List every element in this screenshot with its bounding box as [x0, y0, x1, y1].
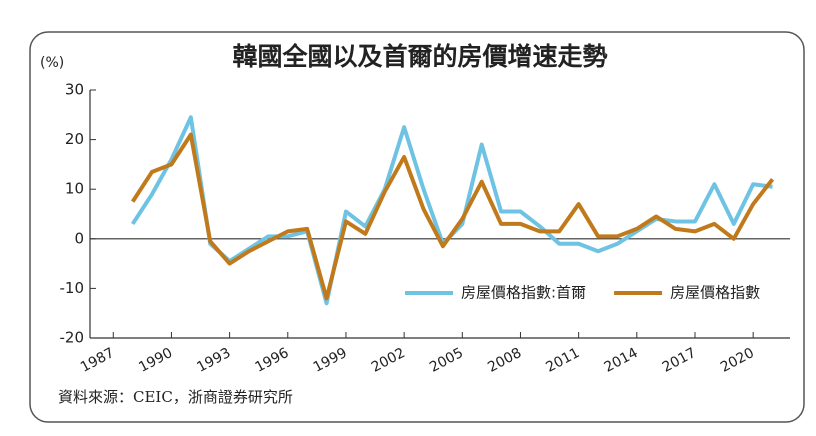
x-tick-label: 2020 — [718, 345, 757, 376]
series-line — [130, 115, 773, 306]
x-tick-label: 2002 — [369, 345, 408, 376]
x-tick-label: 2008 — [485, 345, 524, 376]
legend-label: 房屋價格指數 — [670, 284, 760, 302]
x-tick-label: 2017 — [660, 345, 699, 376]
y-tick-label: -10 — [60, 279, 85, 297]
x-tick-label: 2014 — [602, 345, 641, 376]
y-tick-label: 20 — [65, 130, 84, 148]
chart-title: 韓國全國以及首爾的房價增速走勢 — [232, 42, 607, 71]
legend-label: 房屋價格指數:首爾 — [461, 284, 586, 302]
x-tick-label: 1999 — [311, 345, 350, 376]
x-tick-label: 2011 — [543, 345, 582, 376]
source-note: 資料來源：CEIC，浙商證券研究所 — [58, 388, 293, 406]
x-tick-label: 1987 — [78, 345, 117, 376]
y-tick-label: 30 — [65, 81, 84, 99]
series-line — [130, 132, 775, 301]
y-tick-label: 10 — [65, 180, 84, 198]
x-tick-label: 2005 — [427, 345, 466, 376]
y-axis-label: (%) — [40, 55, 64, 71]
x-tick-label: 1996 — [253, 345, 292, 376]
x-tick-label: 1990 — [136, 345, 175, 376]
frame — [29, 31, 805, 423]
x-tick-label: 1993 — [194, 345, 233, 376]
y-tick-label: 0 — [74, 229, 84, 247]
y-tick-label: -20 — [60, 329, 85, 347]
